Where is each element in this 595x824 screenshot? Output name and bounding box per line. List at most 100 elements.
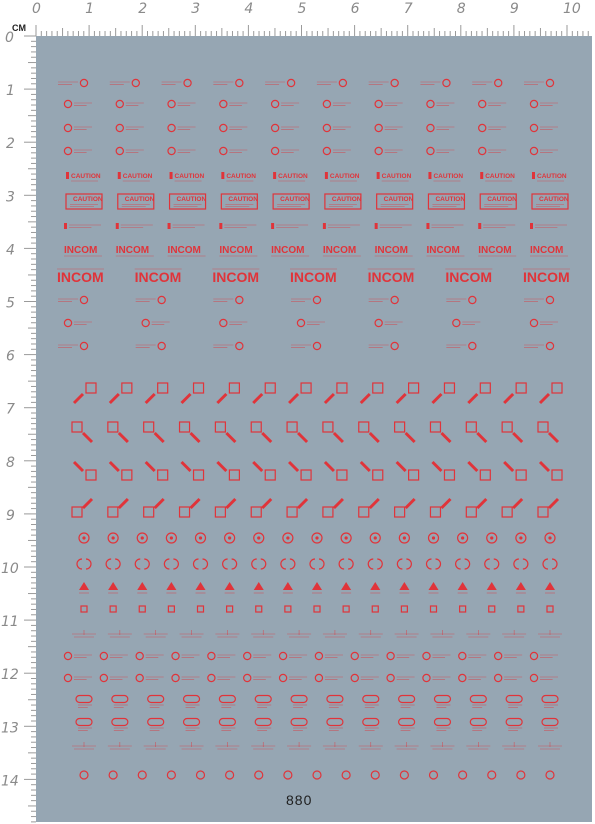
decal-ring [225,770,235,780]
decal-caution-box: CAUTION [479,193,517,210]
decal-small-square [255,605,263,613]
decal-crosshair-circle [194,532,207,544]
decal-caution-box: CAUTION [427,193,465,210]
top-ruler-numbers: 0 1 2 3 4 5 6 7 8 9 10 [32,1,581,17]
decal-crosshair-circle [165,532,177,544]
decal-circle-text [141,318,170,328]
decal-arrow-se-alt [144,460,169,481]
decal-arrow-se [250,421,273,444]
decal-arrow-se [465,421,488,444]
decal-arrow-ne [431,382,456,405]
decal-triangle [282,582,293,594]
decal-caution-box: CAUTION [65,193,103,210]
top-ruler-number: 8 [457,1,466,17]
decal-triangle [486,582,497,594]
decal-circle-text [115,123,144,133]
decal-arrow-se [286,421,309,444]
decal-circle-text [350,673,379,683]
decal-arrow-ne [467,382,491,405]
svg-text:CAUTION: CAUTION [278,173,308,180]
top-ruler-number: 3 [191,1,200,17]
decal-stripe-text [478,223,516,229]
decal-arrow-se [358,421,380,444]
decal-pill [505,694,523,708]
decal-bracket-circle [251,558,267,570]
left-ruler-number: 0 [5,30,14,46]
decal-circle-text [478,146,507,156]
decal-text-circle-right [213,78,244,88]
decal-text-circle-right [446,295,477,305]
top-ruler-number: 0 [32,1,41,17]
left-ruler-number: 2 [6,136,15,152]
decal-tick-line [430,742,455,750]
decal-crosshair-circle [486,532,498,544]
decal-caution-label: CAUTION [532,172,567,182]
decal-circle-text [63,99,92,109]
decal-small-square [342,605,350,613]
decal-circle-text [63,673,92,683]
decal-text-circle-right [524,295,555,305]
decal-circle-text [529,123,558,133]
decal-tick-line [215,742,240,750]
left-ruler-number: 12 [1,667,19,683]
svg-text:INCOM: INCOM [426,245,459,256]
decal-bracket-circle [76,558,92,570]
left-ruler-number: 5 [6,296,15,312]
decal-pill [505,717,523,731]
top-ruler-number: 4 [244,1,253,17]
decal-text-circle-right [524,78,555,88]
decal-circle-text [529,146,558,156]
decal-arrow-se [143,421,165,444]
decal-circle-text [207,673,236,683]
svg-text:INCOM: INCOM [530,245,563,256]
decal-circle-text [314,651,343,661]
decal-triangle [195,582,206,594]
decal-pill [218,694,236,708]
decal-artwork: CAUTION CAUTION CAUTION CAUTION CAUTION CAUTI… [57,78,570,780]
decal-arrow-ne-alt [501,497,524,518]
sheet-number: 880 [286,792,313,808]
decal-arrow-ne [144,382,169,405]
decal-arrow-ne [359,382,384,405]
decal-logo-small: INCOM [167,245,206,257]
decal-caution-box: CAUTION [272,193,310,210]
decal-circle-text [374,123,403,133]
decal-text-circle-right [291,341,322,351]
decal-small-square [400,605,408,613]
decal-circle-text [374,99,403,109]
decal-circle-text [63,318,92,328]
decal-triangle [79,582,89,594]
decal-small-square [138,605,146,613]
left-ruler-number: 10 [1,561,19,577]
svg-text:CAUTION: CAUTION [71,173,101,180]
decal-caution-label: CAUTION [169,172,204,182]
decal-circle-text [63,146,92,156]
decal-pill [254,694,272,708]
decal-arrow-ne-alt [322,497,344,518]
decal-triangle [137,582,148,594]
decal-triangle [341,582,352,594]
left-ruler-number: 7 [6,402,15,418]
decal-arrow-ne-alt [286,497,309,518]
decal-tick-line [107,742,132,750]
svg-text:INCOM: INCOM [445,269,492,285]
decal-arrow-se-alt [180,460,205,481]
svg-text:INCOM: INCOM [523,269,570,285]
decal-triangle [515,582,526,594]
decal-bracket-circle [396,558,412,570]
decal-tick-line [287,630,312,638]
left-ruler-number: 11 [1,614,19,630]
decal-stripe-text [167,223,205,229]
decal-bracket-circle [425,558,442,570]
svg-text:INCOM: INCOM [168,245,201,256]
decal-caution-label: CAUTION [324,172,360,182]
decal-caution-label: CAUTION [480,172,515,182]
decal-circle-text [493,673,523,683]
decal-pill [75,717,93,731]
left-ruler-ticks [24,35,36,823]
decal-bracket-circle [105,558,121,570]
decal-circle-text [63,651,92,661]
decal-pill [218,717,236,731]
decal-circle-text [386,673,415,683]
decal-logo-large: INCOM [445,268,493,285]
